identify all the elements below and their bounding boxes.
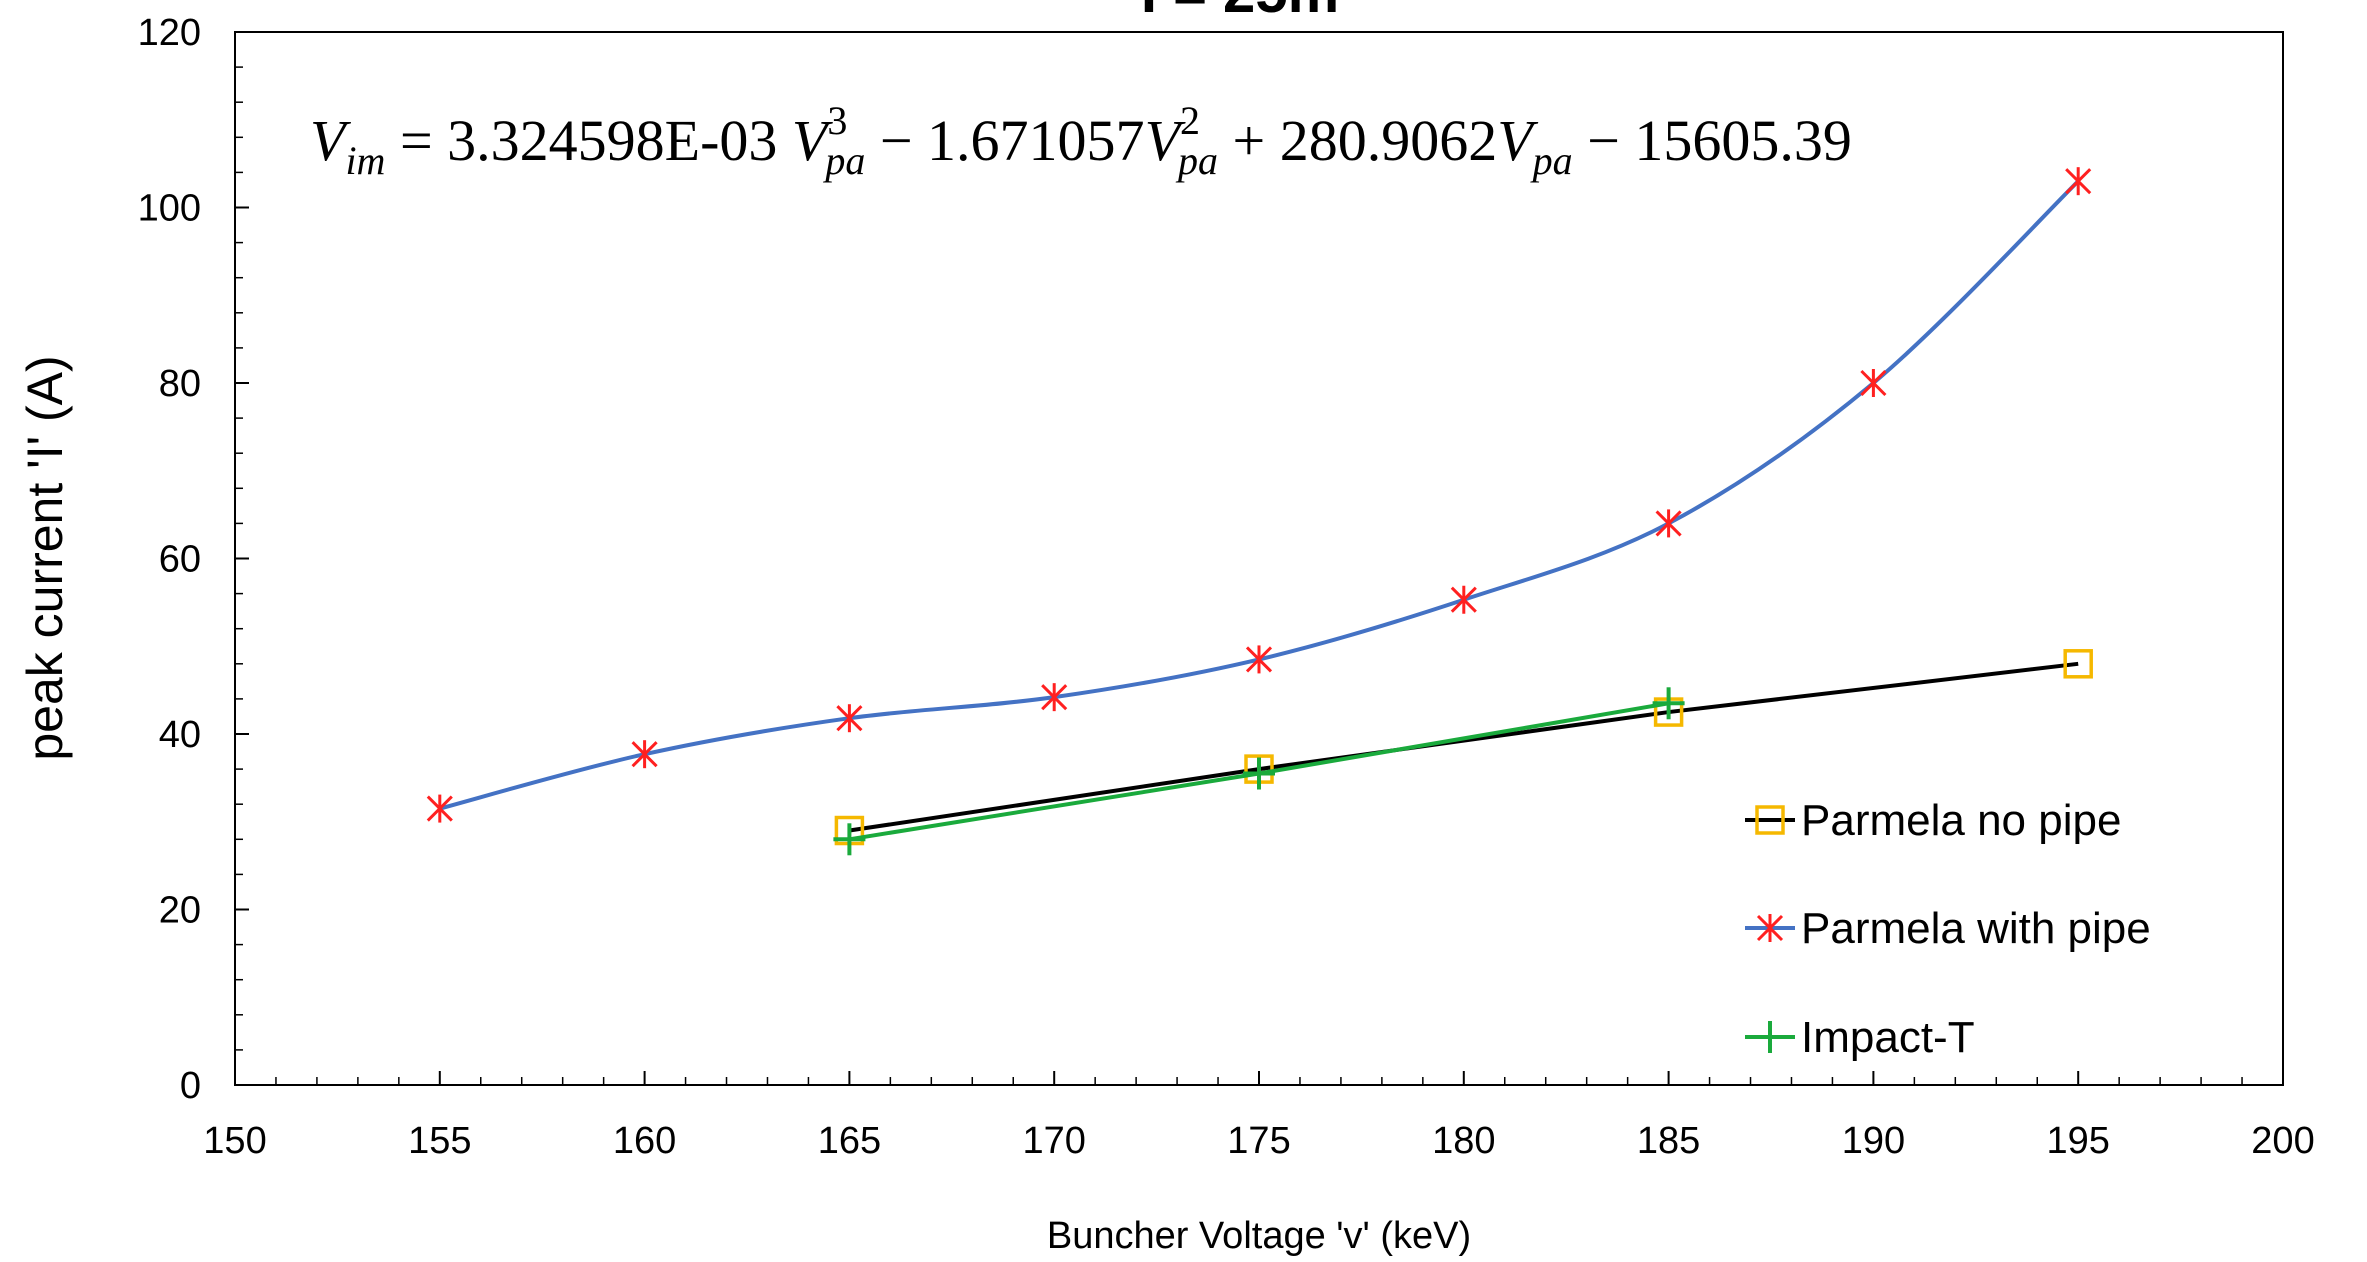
legend: Parmela no pipe Parmela with pipe Impact-T <box>1745 796 2151 1062</box>
data-point <box>1243 757 1275 790</box>
data-point <box>836 704 863 733</box>
legend-item-0: Parmela no pipe <box>1745 796 2121 845</box>
x-tick-label: 165 <box>818 1120 881 1162</box>
y-tick-label: 120 <box>138 12 201 54</box>
x-tick-label: 160 <box>613 1120 676 1162</box>
data-point <box>426 794 453 823</box>
series-layer <box>426 167 2093 856</box>
x-tick-label: 155 <box>408 1120 471 1162</box>
y-tick-label: 40 <box>159 714 201 756</box>
x-tick-label: 195 <box>2046 1120 2109 1162</box>
series-line <box>849 661 2079 833</box>
x-tick-label: 185 <box>1637 1120 1700 1162</box>
y-axis-title: peak current 'I' (A) <box>17 355 73 760</box>
y-tick-label: 100 <box>138 188 201 230</box>
x-axis-title: Buncher Voltage 'v' (keV) <box>1047 1215 1471 1257</box>
x-tick-label: 200 <box>2251 1120 2314 1162</box>
data-point <box>1652 687 1685 720</box>
x-tick-label: 190 <box>1842 1120 1905 1162</box>
series-line <box>439 179 2080 811</box>
legend-swatch-marker <box>1754 1021 1786 1053</box>
legend-label: Impact-T <box>1801 1013 1975 1062</box>
data-point <box>1450 585 1477 614</box>
data-point <box>1655 509 1682 538</box>
data-point <box>1041 683 1068 712</box>
plot-area <box>234 31 2284 1086</box>
data-point <box>1860 369 1887 397</box>
marker-square <box>1755 805 1785 835</box>
series-1 <box>426 167 2092 823</box>
y-tick-label: 60 <box>159 539 201 581</box>
x-tick-label: 170 <box>1022 1120 1085 1162</box>
data-point <box>2065 167 2092 196</box>
marker-square <box>2063 649 2093 679</box>
y-axis: 0 20 40 60 80 100 120 <box>138 12 249 1107</box>
x-tick-label: 175 <box>1227 1120 1290 1162</box>
x-tick-label: 180 <box>1432 1120 1495 1162</box>
legend-label: Parmela no pipe <box>1801 796 2121 845</box>
y-tick-label: 0 <box>180 1065 201 1107</box>
y-tick-label: 80 <box>159 363 201 405</box>
y-tick-label: 20 <box>159 890 201 932</box>
legend-item-1: Parmela with pipe <box>1745 904 2151 953</box>
minor-ticks <box>235 66 2243 1085</box>
data-point <box>833 823 866 856</box>
legend-label: Parmela with pipe <box>1801 904 2151 953</box>
legend-swatch-marker <box>1755 805 1785 835</box>
data-point <box>2063 649 2093 679</box>
series-2 <box>833 687 1685 856</box>
legend-item-2: Impact-T <box>1745 1013 1975 1062</box>
data-point <box>1245 645 1273 674</box>
x-axis: 150 155 160 165 170 175 180 185 190 195 200 <box>203 1071 2315 1162</box>
fit-equation: Vim = 3.324598E-03 V3 pa − 1.671057V2 pa +… <box>310 98 1852 183</box>
chart-title: I = 25m <box>1141 0 1339 25</box>
data-point <box>631 740 658 769</box>
legend-swatch-marker <box>1756 914 1784 942</box>
x-tick-label: 150 <box>203 1120 266 1162</box>
